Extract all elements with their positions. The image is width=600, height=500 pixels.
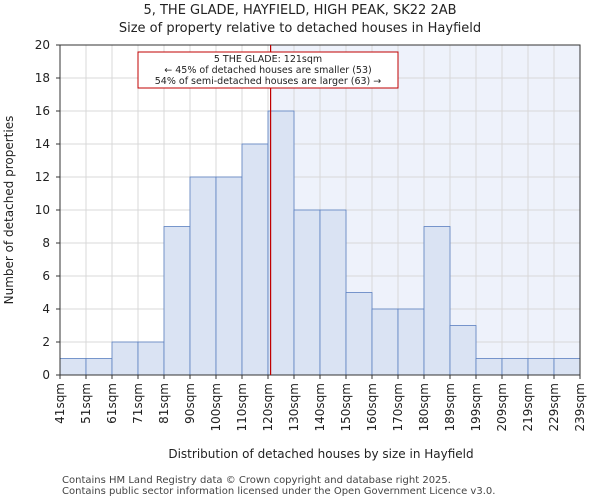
x-tick-label: 100sqm	[209, 383, 223, 431]
y-tick-label: 12	[35, 170, 50, 184]
bar-180sqm	[423, 226, 451, 376]
annotation-line-3: 54% of semi-detached houses are larger (…	[155, 76, 382, 87]
annotation-line-1: 5 THE GLADE: 121sqm	[214, 54, 322, 65]
x-axis-ticks: 41sqm 51sqm 61sqm 71sqm 81sqm 90sqm 100sqm 110s…	[53, 375, 587, 431]
bar-150sqm	[345, 292, 373, 376]
bar-110sqm	[241, 143, 269, 376]
histogram-chart: 5, THE GLADE, HAYFIELD, HIGH PEAK, SK22 …	[2, 3, 587, 461]
y-axis-label: Number of detached properties	[2, 116, 16, 305]
footer-line-2: Contains public sector information licen…	[62, 486, 496, 497]
y-tick-label: 6	[42, 269, 50, 283]
y-tick-label: 14	[35, 137, 50, 151]
bar-170sqm	[397, 308, 425, 376]
bar-229sqm	[553, 358, 581, 376]
chart-title: 5, THE GLADE, HAYFIELD, HIGH PEAK, SK22 …	[143, 3, 456, 18]
x-tick-label: 239sqm	[573, 383, 587, 431]
y-tick-label: 4	[42, 302, 50, 316]
x-tick-label: 199sqm	[469, 383, 483, 431]
plot-frame	[59, 44, 581, 376]
x-tick-label: 160sqm	[365, 383, 379, 431]
x-tick-label: 90sqm	[183, 383, 197, 424]
x-tick-label: 229sqm	[547, 383, 561, 431]
x-tick-label: 150sqm	[339, 383, 353, 431]
x-tick-label: 189sqm	[443, 383, 457, 431]
annotation-box: 5 THE GLADE: 121sqm ← 45% of detached ho…	[137, 51, 399, 89]
y-tick-label: 8	[42, 236, 50, 250]
bar-130sqm	[293, 209, 321, 376]
bar-140sqm	[319, 209, 347, 376]
bar-90sqm	[189, 176, 217, 376]
bar-120sqm	[267, 110, 295, 376]
x-tick-label: 110sqm	[235, 383, 249, 431]
x-tick-label: 81sqm	[157, 383, 171, 424]
x-tick-label: 209sqm	[495, 383, 509, 431]
chart-subtitle: Size of property relative to detached ho…	[119, 21, 481, 36]
x-axis-label: Distribution of detached houses by size …	[168, 447, 473, 461]
x-tick-label: 41sqm	[53, 383, 67, 424]
bar-81sqm	[163, 226, 191, 376]
bar-189sqm	[449, 325, 477, 376]
footer-line-1: Contains HM Land Registry data © Crown c…	[62, 475, 451, 486]
x-tick-label: 51sqm	[79, 383, 93, 424]
x-tick-label: 140sqm	[313, 383, 327, 431]
x-tick-label: 61sqm	[105, 383, 119, 424]
bar-41sqm	[59, 358, 87, 376]
y-tick-label: 2	[42, 335, 50, 349]
bar-100sqm	[215, 176, 243, 376]
x-tick-label: 120sqm	[261, 383, 275, 431]
x-tick-label: 180sqm	[417, 383, 431, 431]
bar-51sqm	[85, 358, 113, 376]
bars	[59, 110, 581, 376]
y-tick-label: 18	[35, 71, 50, 85]
bar-61sqm	[111, 341, 139, 376]
bar-219sqm	[527, 358, 555, 376]
y-tick-label: 10	[35, 203, 50, 217]
x-tick-label: 130sqm	[287, 383, 301, 431]
y-axis-ticks: 0 2 4 6 8 10 12 14 16 18 20	[35, 38, 60, 382]
y-tick-label: 16	[35, 104, 50, 118]
bar-199sqm	[475, 358, 503, 376]
x-tick-label: 219sqm	[521, 383, 535, 431]
bar-71sqm	[137, 341, 165, 376]
x-tick-label: 170sqm	[391, 383, 405, 431]
y-tick-label: 20	[35, 38, 50, 52]
bar-209sqm	[501, 358, 529, 376]
x-tick-label: 71sqm	[131, 383, 145, 424]
annotation-line-2: ← 45% of detached houses are smaller (53…	[164, 65, 371, 76]
y-tick-label: 0	[42, 368, 50, 382]
bar-160sqm	[371, 308, 399, 376]
